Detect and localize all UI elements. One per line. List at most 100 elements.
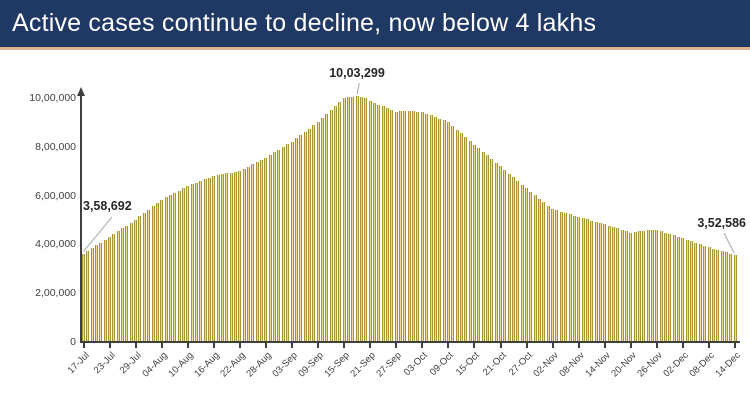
title-accent-line — [0, 47, 750, 50]
bar-active-cases — [234, 171, 238, 341]
bar-active-cases — [503, 170, 507, 341]
bar-active-cases — [659, 231, 663, 341]
bar-active-cases — [168, 195, 172, 341]
x-tick-mark — [577, 343, 580, 348]
bar-active-cases — [251, 164, 255, 341]
bar-active-cases — [412, 111, 416, 341]
x-tick-mark — [655, 343, 658, 348]
bar-active-cases — [364, 98, 368, 341]
bar-active-cases — [82, 253, 85, 341]
bar-active-cases — [490, 159, 494, 341]
bar-active-cases — [121, 228, 125, 341]
bar-active-cases — [607, 225, 611, 341]
bar-active-cases — [134, 219, 138, 341]
bar-active-cases — [351, 96, 355, 341]
bar-active-cases — [499, 166, 502, 341]
bar-active-cases — [403, 111, 407, 341]
x-tick-mark — [421, 343, 424, 348]
x-tick-mark — [603, 343, 606, 348]
bar-active-cases — [551, 209, 555, 341]
bar-active-cases — [142, 213, 146, 341]
x-tick-mark — [291, 343, 294, 348]
bar-active-cases — [542, 202, 546, 341]
bar-active-cases — [247, 166, 251, 341]
bar-active-cases — [238, 170, 242, 341]
bar-active-cases — [407, 110, 411, 341]
bar-active-cases — [668, 234, 672, 341]
x-tick-mark — [551, 343, 554, 348]
bar-active-cases — [346, 97, 350, 341]
bar-active-cases — [368, 100, 372, 341]
bar-active-cases — [108, 237, 112, 341]
bar-active-cases — [568, 214, 572, 341]
bar-active-cases — [194, 182, 198, 341]
bar-active-cases — [633, 232, 637, 341]
bar-active-cases — [716, 249, 720, 341]
bar-active-cases — [707, 247, 711, 341]
x-tick-mark — [238, 343, 241, 348]
bar-active-cases — [338, 102, 342, 341]
bar-active-cases — [590, 220, 594, 341]
bar-active-cases — [651, 230, 655, 341]
y-tick-label: 0 — [70, 336, 76, 348]
x-tick-mark — [108, 343, 111, 348]
bar-active-cases — [472, 144, 476, 341]
bar-active-cases — [203, 179, 207, 341]
bars-container — [82, 95, 738, 341]
bar-active-cases — [320, 118, 324, 341]
bar-active-cases — [186, 186, 190, 341]
bar-active-cases — [216, 175, 220, 341]
bar-active-cases — [546, 205, 550, 341]
x-tick-mark — [134, 343, 137, 348]
bar-active-cases — [125, 225, 129, 341]
bar-active-cases — [581, 218, 585, 341]
bar-active-cases — [264, 157, 268, 341]
bar-active-cases — [390, 109, 394, 341]
bar-active-cases — [212, 175, 216, 341]
bar-active-cases — [611, 227, 615, 341]
bar-active-cases — [99, 242, 103, 341]
bar-active-cases — [281, 146, 285, 341]
bar-active-cases — [533, 195, 537, 341]
bar-active-cases — [559, 211, 563, 341]
x-tick-mark — [734, 343, 737, 348]
bar-active-cases — [425, 113, 429, 341]
bar-active-cases — [442, 120, 446, 341]
bar-active-cases — [429, 115, 433, 341]
bar-active-cases — [386, 108, 390, 341]
bar-active-cases — [685, 239, 689, 341]
x-tick-mark — [708, 343, 711, 348]
bar-active-cases — [624, 231, 628, 341]
x-tick-mark — [395, 343, 398, 348]
bar-active-cases — [672, 235, 676, 341]
bar-active-cases — [520, 184, 524, 341]
data-label-end: 3,52,586 — [697, 216, 746, 230]
bar-active-cases — [416, 111, 420, 341]
y-axis — [80, 96, 82, 343]
bar-active-cases — [711, 248, 715, 341]
bar-active-cases — [507, 173, 511, 341]
bar-active-cases — [116, 231, 120, 341]
bar-active-cases — [594, 221, 598, 341]
bar-active-cases — [646, 230, 650, 341]
bar-active-cases — [177, 190, 181, 341]
bar-active-cases — [438, 118, 442, 341]
x-tick-mark — [499, 343, 502, 348]
bar-active-cases — [360, 96, 363, 341]
bar-active-cases — [190, 184, 194, 341]
bar-active-cases — [342, 98, 346, 341]
bar-active-cases — [316, 122, 320, 341]
bar-active-cases — [164, 197, 168, 341]
bar-active-cases — [129, 222, 133, 341]
bar-active-cases — [577, 217, 581, 341]
x-tick-mark — [317, 343, 320, 348]
bar-active-cases — [459, 133, 463, 341]
bar-active-cases — [464, 137, 468, 341]
bar-active-cases — [598, 223, 602, 341]
y-tick-label: 4,00,000 — [35, 238, 76, 251]
bar-active-cases — [373, 102, 377, 341]
title-bar: Active cases continue to decline, now be… — [0, 0, 750, 47]
bar-active-cases — [294, 138, 298, 341]
bar-active-cases — [312, 125, 316, 341]
bar-active-cases — [525, 188, 529, 341]
